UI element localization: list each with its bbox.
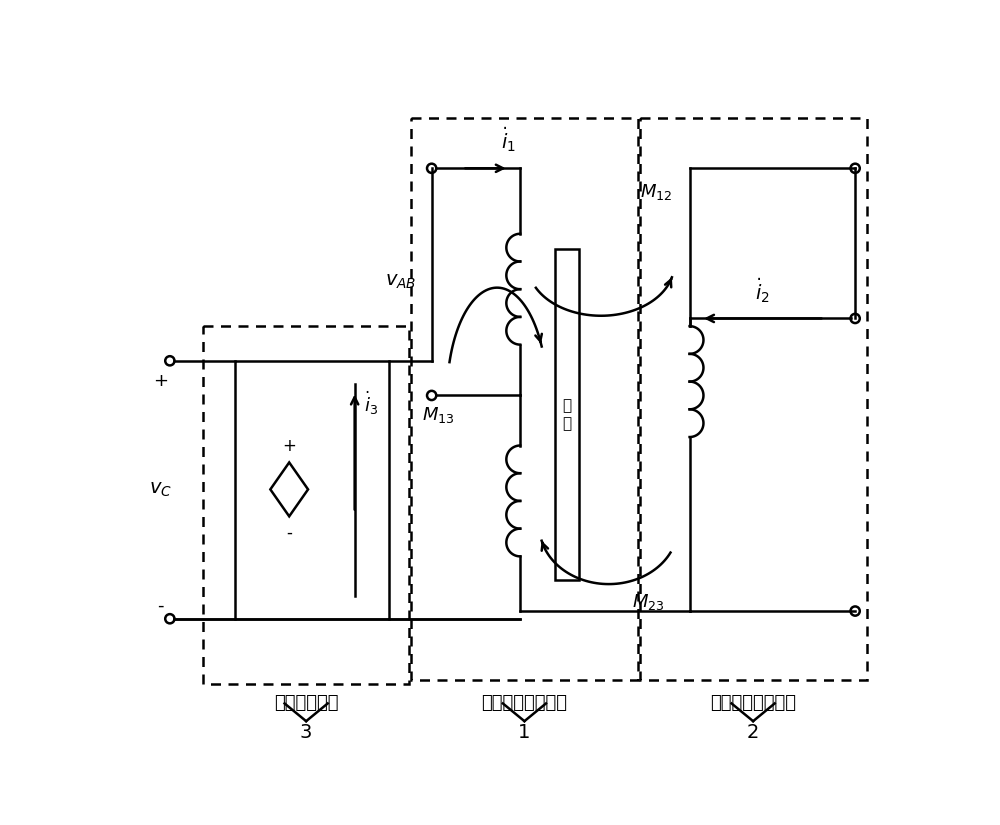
Text: $\dot{i}_3$: $\dot{i}_3$ (364, 389, 378, 417)
Bar (411, 118, 638, 681)
Text: 气
隙: 气 隙 (563, 398, 572, 431)
Bar (555, 249, 579, 580)
Text: 流压转换电路: 流压转换电路 (274, 694, 338, 712)
Text: 非接触变压器副边: 非接触变压器副边 (710, 694, 796, 712)
Text: 非接触变压器原边: 非接触变压器原边 (481, 694, 567, 712)
Text: 1: 1 (518, 724, 531, 742)
Text: $\dot{i}_1$: $\dot{i}_1$ (501, 125, 516, 154)
Text: 3: 3 (300, 724, 312, 742)
Text: $M_{12}$: $M_{12}$ (640, 182, 672, 202)
Text: $M_{13}$: $M_{13}$ (422, 405, 455, 425)
Text: $\dot{i}_2$: $\dot{i}_2$ (755, 276, 770, 304)
Text: +: + (153, 372, 168, 390)
Text: $v_{AB}$: $v_{AB}$ (385, 272, 417, 291)
Bar (203, 326, 409, 684)
Text: $v_C$: $v_C$ (149, 480, 172, 499)
Bar (235, 361, 389, 619)
Text: $M_{23}$: $M_{23}$ (632, 592, 664, 612)
Text: -: - (157, 597, 164, 615)
Text: +: + (282, 436, 296, 455)
Text: 2: 2 (747, 724, 759, 742)
Text: -: - (286, 524, 292, 542)
Bar (640, 118, 867, 681)
